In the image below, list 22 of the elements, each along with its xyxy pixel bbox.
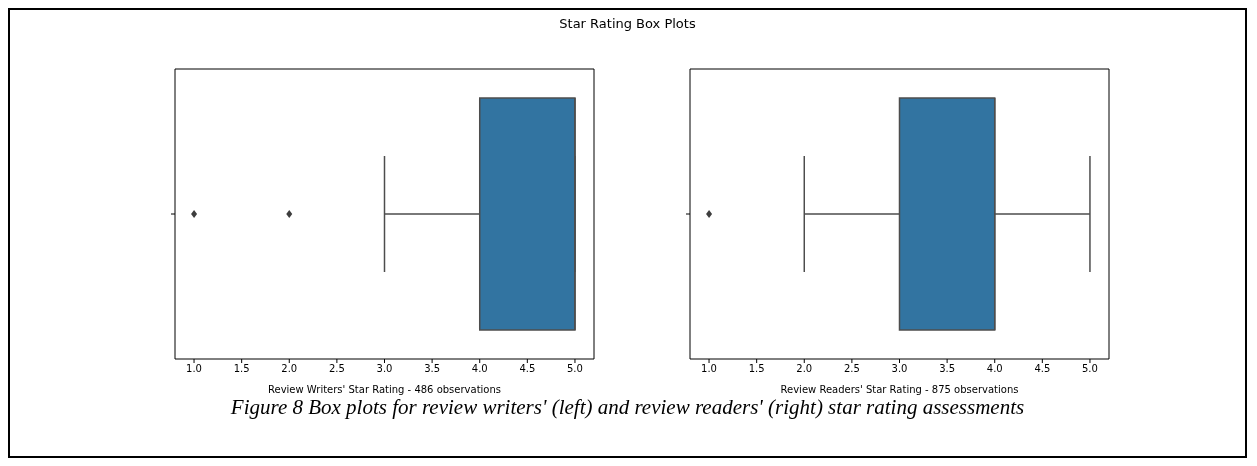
x-tick-label: 2.0 bbox=[281, 363, 298, 375]
x-tick-label: 5.0 bbox=[567, 363, 583, 375]
x-tick-label: 3.0 bbox=[891, 363, 908, 375]
x-tick-label: 1.5 bbox=[233, 363, 250, 375]
x-tick-label: 2.5 bbox=[328, 363, 345, 375]
x-tick-label: 4.0 bbox=[471, 363, 488, 375]
x-tick-label: 2.0 bbox=[796, 363, 813, 375]
x-tick-label: 4.5 bbox=[1034, 363, 1051, 375]
x-tick-label: 4.0 bbox=[986, 363, 1003, 375]
x-tick-label: 5.0 bbox=[1082, 363, 1098, 375]
x-axis-title: Review Writers' Star Rating - 486 observations bbox=[267, 384, 502, 395]
x-tick-label: 3.0 bbox=[376, 363, 393, 375]
caption: Figure 8 Box plots for review writers' (left) and review readers' (right) star rating assessments bbox=[229, 395, 1026, 420]
x-tick-label: 1.0 bbox=[701, 363, 717, 375]
x-tick-label: 1.0 bbox=[186, 363, 202, 375]
x-axis-title: Review Readers' Star Rating - 875 observations bbox=[780, 384, 1019, 395]
x-tick-label: 3.5 bbox=[939, 363, 956, 375]
x-tick-label: 1.5 bbox=[748, 363, 765, 375]
x-tick-label: 2.5 bbox=[843, 363, 860, 375]
x-tick-label: 4.5 bbox=[519, 363, 536, 375]
text: Star Rating Box Plots bbox=[558, 16, 697, 31]
x-tick-label: 3.5 bbox=[424, 363, 441, 375]
